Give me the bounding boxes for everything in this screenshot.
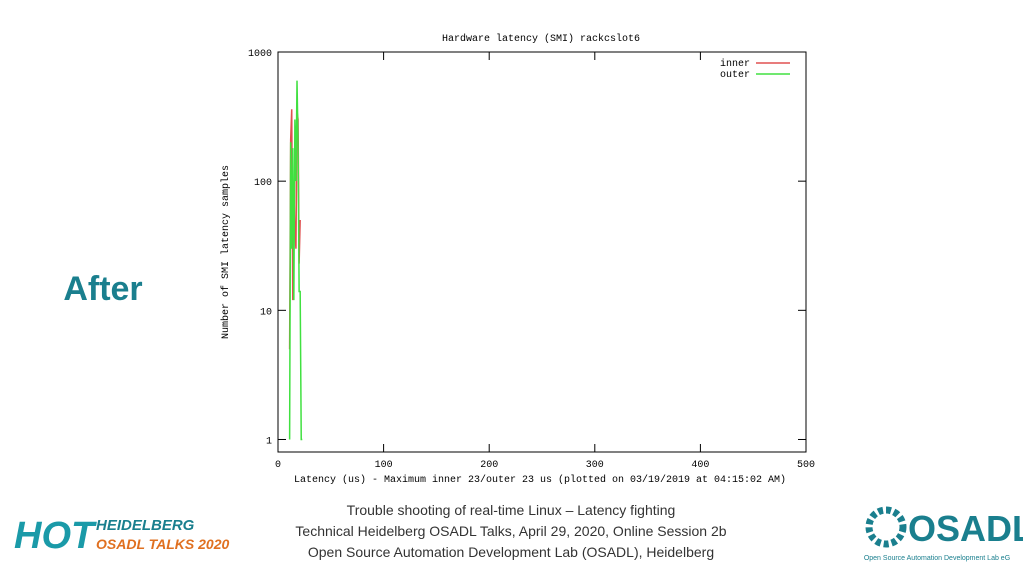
y-tick-label: 10 [260,307,272,318]
logo-right: OSADL Open Source Automation Development… [864,506,1023,562]
x-tick-label: 0 [275,460,281,471]
legend-label: inner [720,58,750,70]
chart-title: Hardware latency (SMI) rackcslot6 [442,33,640,45]
x-tick-label: 100 [375,460,393,471]
y-tick-label: 1000 [248,49,272,60]
logo-text: OSADL TALKS 2020 [96,536,230,552]
y-axis-label: Number of SMI latency samples [220,165,232,339]
logo-left: HOT HEIDELBERG OSADL TALKS 2020 [14,515,230,557]
logo-text: HEIDELBERG [96,517,195,534]
x-tick-label: 300 [586,460,604,471]
logo-gear [865,506,907,548]
logo-tagline: Open Source Automation Development Lab e… [864,555,1010,562]
y-tick-label: 100 [254,178,272,189]
logo-mark: OSADL [908,508,1023,549]
plot-frame [277,51,807,453]
footer: Trouble shooting of real-time Linux – La… [295,502,726,560]
footer-line: Trouble shooting of real-time Linux – La… [347,502,676,518]
x-tick-label: 200 [480,460,498,471]
x-tick-label: 400 [691,460,709,471]
footer-line: Technical Heidelberg OSADL Talks, April … [295,523,726,539]
slide-heading: After [63,270,142,308]
logo-mark: HOT [14,515,97,557]
x-axis-label: Latency (us) - Maximum inner 23/outer 23… [294,474,786,486]
x-tick-label: 500 [797,460,815,471]
legend-label: outer [720,70,750,81]
footer-line: Open Source Automation Development Lab (… [308,544,714,560]
y-tick-label: 1 [266,436,272,447]
